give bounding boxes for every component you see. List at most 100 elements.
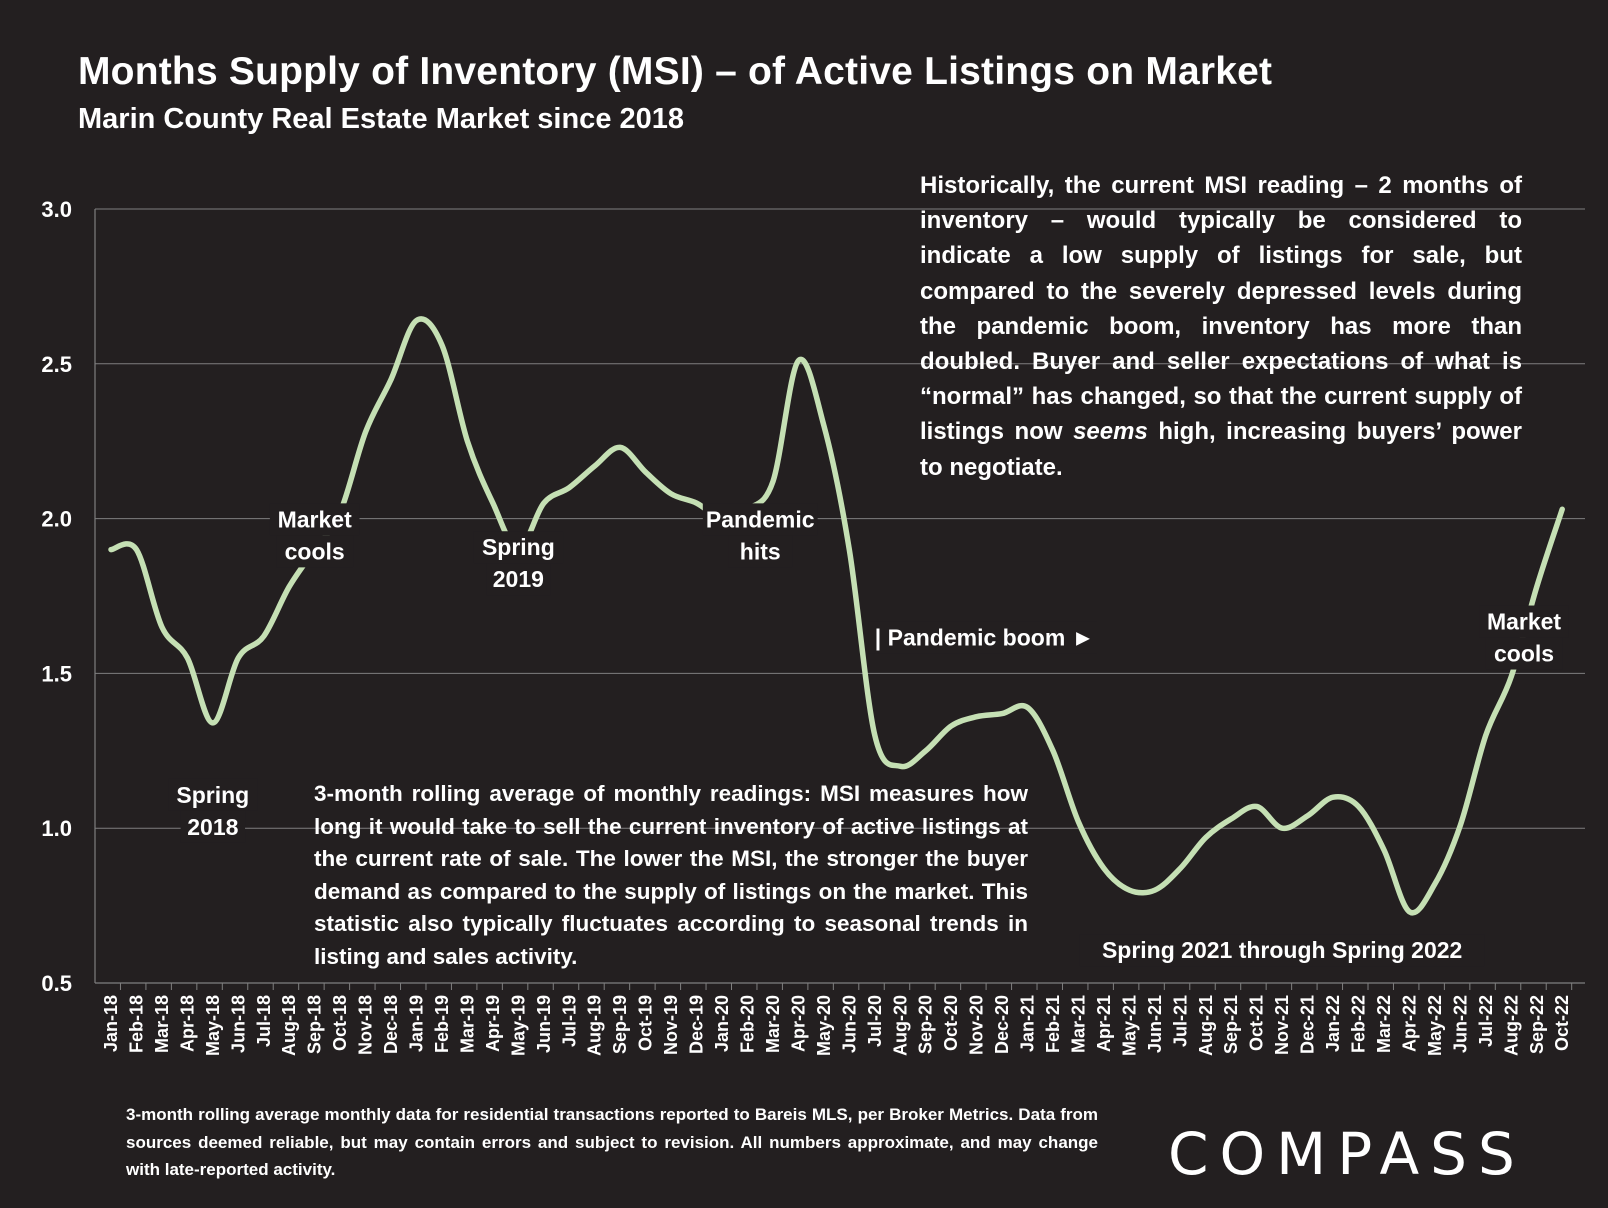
- data-point: [898, 764, 902, 768]
- y-tick-label: 1.0: [41, 816, 72, 841]
- annotation-label: Market: [1487, 609, 1561, 635]
- x-tick-label: Jul-21: [1170, 995, 1190, 1047]
- annotation-label: hits: [740, 538, 781, 564]
- context-note-right-text-a: Historically, the current MSI reading – …: [920, 172, 1522, 446]
- data-point: [771, 479, 775, 483]
- series-layer: [108, 316, 1565, 916]
- chart-title: Months Supply of Inventory (MSI) – of Ac…: [78, 50, 1273, 93]
- data-point: [364, 430, 368, 434]
- x-tick-label: Jan-20: [712, 995, 732, 1052]
- x-tick-label: Jul-20: [865, 995, 885, 1047]
- data-point: [1560, 507, 1564, 511]
- data-point: [949, 724, 953, 728]
- data-point: [1382, 848, 1386, 852]
- data-point: [1535, 585, 1539, 589]
- data-point: [1407, 910, 1411, 914]
- data-point: [134, 548, 138, 552]
- x-tick-label: Aug-19: [585, 995, 605, 1056]
- x-tick-label: Nov-18: [356, 995, 376, 1055]
- data-point: [491, 501, 495, 505]
- x-tick-label: Jan-21: [1018, 995, 1038, 1052]
- x-tick-label: Jan-18: [101, 995, 121, 1052]
- data-point: [1000, 712, 1004, 716]
- context-note-right-text-b: high, increasing buyers’ power to negoti…: [920, 418, 1522, 481]
- annotation-backdrop: [868, 621, 1097, 654]
- data-point: [465, 439, 469, 443]
- x-tick-label: Oct-18: [330, 995, 350, 1051]
- x-tick-label: Sep-19: [610, 995, 630, 1054]
- x-tick-label: Oct-21: [1247, 995, 1267, 1051]
- data-point: [1280, 826, 1284, 830]
- x-tick-label: Sep-20: [916, 995, 936, 1054]
- x-tick-label: Nov-20: [967, 995, 987, 1055]
- annotation-label: 2018: [187, 814, 238, 840]
- x-tick-label: Oct-22: [1552, 995, 1572, 1051]
- x-tick-label: Jul-18: [254, 995, 274, 1047]
- x-tick-label: Mar-20: [763, 995, 783, 1053]
- data-point: [262, 634, 266, 638]
- x-axis: Jan-18 Feb-18 Mar-18 Apr-18 May-18 Jun-18 Jul-…: [95, 982, 1585, 1056]
- y-tick-label: 2.5: [41, 352, 72, 377]
- data-point: [1051, 749, 1055, 753]
- annotation-backdrop: [728, 535, 793, 568]
- x-tick-label: May-18: [203, 995, 223, 1056]
- source-footnote: 3-month rolling average monthly data for…: [126, 1105, 1098, 1179]
- x-tick-label: May-21: [1119, 995, 1139, 1056]
- x-tick-label: Jan-22: [1323, 995, 1343, 1052]
- x-tick-label: Apr-19: [483, 995, 503, 1052]
- data-point: [1102, 866, 1106, 870]
- x-tick-label: Dec-20: [992, 995, 1012, 1054]
- annotation-backdrop: [473, 531, 564, 564]
- data-point: [389, 377, 393, 381]
- annotation-backdrop: [1485, 637, 1563, 670]
- x-tick-label: Sep-22: [1527, 995, 1547, 1054]
- x-tick-label: Feb-19: [432, 995, 452, 1053]
- data-point: [822, 424, 826, 428]
- y-tick-label: 3.0: [41, 197, 72, 222]
- data-point: [1509, 674, 1513, 678]
- annotation-backdrop: [180, 810, 246, 843]
- data-point: [1153, 888, 1157, 892]
- data-point: [160, 625, 164, 629]
- y-axis: 0.5 1.0 1.5 2.0 2.5 3.0: [41, 197, 96, 996]
- data-point: [1357, 805, 1361, 809]
- data-point: [185, 656, 189, 660]
- x-tick-label: Feb-22: [1349, 995, 1369, 1053]
- x-tick-label: Feb-20: [738, 995, 758, 1053]
- data-point: [1076, 820, 1080, 824]
- x-tick-label: Jun-21: [1145, 995, 1165, 1053]
- compass-logo: COMPASS: [1168, 1120, 1526, 1188]
- data-point: [924, 749, 928, 753]
- annotation-backdrop: [168, 778, 258, 811]
- context-note-right: Historically, the current MSI reading – …: [920, 168, 1522, 485]
- x-tick-label: Apr-20: [788, 995, 808, 1052]
- data-point: [1204, 835, 1208, 839]
- x-tick-label: May-22: [1425, 995, 1445, 1056]
- annotation-label: cools: [1494, 641, 1554, 667]
- annotation-backdrop: [702, 503, 818, 536]
- annotation-label: Spring: [176, 782, 249, 808]
- x-tick-label: Mar-22: [1374, 995, 1394, 1053]
- data-point: [669, 492, 673, 496]
- data-point: [1229, 817, 1233, 821]
- data-point: [1458, 823, 1462, 827]
- y-tick-label: 1.5: [41, 661, 72, 686]
- data-point: [109, 548, 113, 552]
- annotation-label: Spring 2021 through Spring 2022: [1102, 937, 1462, 963]
- data-point: [567, 486, 571, 490]
- y-tick-label: 2.0: [41, 507, 72, 532]
- x-tick-label: Apr-18: [177, 995, 197, 1052]
- data-point: [1178, 866, 1182, 870]
- data-point: [593, 464, 597, 468]
- x-tick-label: Oct-20: [941, 995, 961, 1051]
- x-tick-label: Aug-21: [1196, 995, 1216, 1056]
- annotation-backdrop: [1479, 605, 1569, 638]
- x-tick-label: Jul-22: [1476, 995, 1496, 1047]
- x-tick-label: Dec-21: [1298, 995, 1318, 1054]
- data-point: [975, 715, 979, 719]
- x-tick-label: Jun-19: [534, 995, 554, 1053]
- x-tick-label: Sep-21: [1221, 995, 1241, 1054]
- data-point: [1127, 888, 1131, 892]
- x-tick-label: Feb-21: [1043, 995, 1063, 1053]
